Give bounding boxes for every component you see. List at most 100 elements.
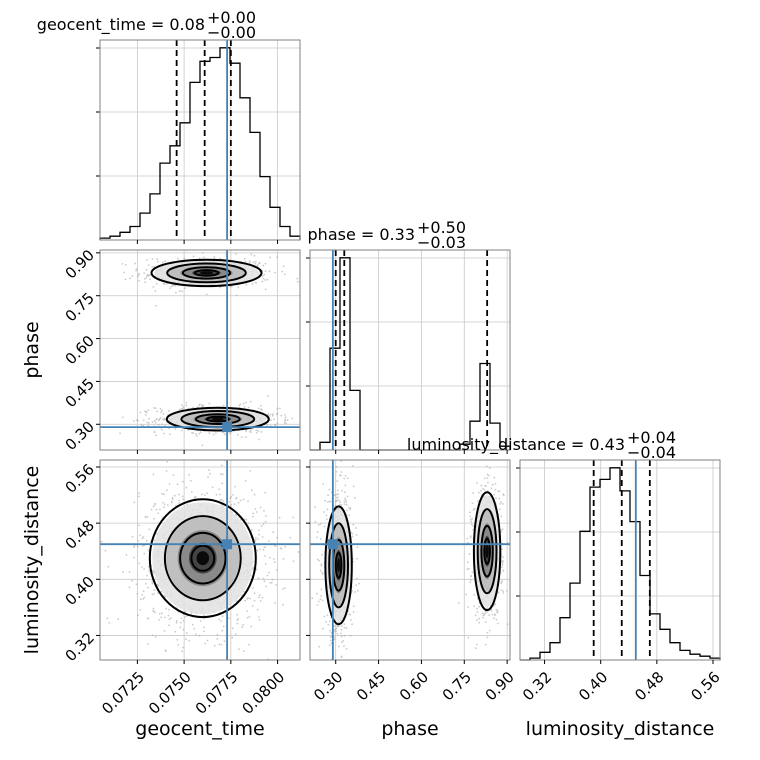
- scatter-point: [245, 519, 248, 521]
- scatter-point: [155, 434, 157, 437]
- scatter-point: [470, 520, 473, 523]
- scatter-point: [203, 494, 206, 496]
- scatter-point: [184, 287, 187, 289]
- scatter-point: [326, 508, 329, 511]
- scatter-point: [163, 595, 166, 597]
- scatter-point: [125, 554, 128, 556]
- scatter-point: [282, 558, 285, 560]
- scatter-point: [336, 633, 339, 635]
- scatter-point: [266, 278, 269, 281]
- scatter-point: [284, 416, 287, 419]
- scatter-point: [261, 596, 264, 599]
- contour-line-0-3: [334, 551, 343, 579]
- scatter-point: [252, 568, 255, 571]
- scatter-point: [246, 610, 249, 612]
- y-axis-title-phase: phase: [21, 321, 43, 378]
- scatter-point: [500, 589, 503, 591]
- scatter-point: [274, 271, 276, 274]
- scatter-point: [122, 571, 125, 573]
- scatter-point: [239, 519, 242, 521]
- scatter-point: [221, 473, 224, 476]
- scatter-point: [151, 570, 154, 572]
- scatter-point: [269, 256, 271, 259]
- scatter-point: [202, 256, 205, 259]
- scatter-point: [352, 465, 354, 467]
- scatter-point: [325, 514, 328, 517]
- scatter-point: [169, 433, 171, 435]
- scatter-point: [193, 497, 196, 500]
- scatter-point: [475, 619, 478, 621]
- scatter-point: [242, 402, 245, 405]
- scatter-point: [345, 673, 347, 675]
- scatter-point: [135, 583, 138, 586]
- scatter-point: [143, 552, 146, 555]
- scatter-point: [468, 553, 471, 555]
- x-axis-title-phase: phase: [381, 718, 438, 740]
- scatter-point: [175, 291, 177, 294]
- scatter-point: [168, 608, 170, 611]
- scatter-point: [221, 629, 224, 632]
- scatter-point: [144, 410, 146, 413]
- scatter-point: [276, 422, 279, 425]
- scatter-point: [292, 560, 295, 563]
- scatter-point: [481, 612, 484, 614]
- scatter-point: [262, 523, 265, 526]
- scatter-point: [207, 476, 210, 478]
- scatter-point: [472, 492, 474, 494]
- scatter-point: [338, 499, 341, 502]
- scatter-point: [137, 614, 139, 617]
- panel-frame: [309, 459, 511, 661]
- scatter-point: [142, 536, 145, 539]
- scatter-point: [230, 495, 233, 498]
- scatter-point: [251, 529, 253, 531]
- scatter-point: [138, 524, 141, 527]
- scatter-point: [150, 508, 153, 511]
- scatter-point: [185, 401, 188, 404]
- scatter-point: [161, 428, 163, 431]
- scatter-point: [255, 432, 258, 434]
- scatter-point: [485, 455, 487, 457]
- scatter-point: [257, 538, 260, 540]
- scatter-point: [151, 421, 154, 423]
- scatter-point: [168, 618, 171, 621]
- scatter-point: [264, 491, 267, 494]
- scatter-point: [141, 545, 144, 547]
- scatter-point: [502, 560, 505, 563]
- scatter-point: [316, 558, 319, 561]
- scatter-point: [121, 263, 124, 265]
- scatter-point: [176, 483, 179, 486]
- scatter-point: [233, 503, 236, 505]
- scatter-point: [349, 507, 352, 509]
- scatter-point: [247, 500, 249, 503]
- scatter-point: [484, 621, 487, 623]
- scatter-point: [213, 644, 216, 647]
- scatter-point: [321, 573, 324, 575]
- scatter-point: [472, 525, 475, 528]
- scatter-point: [272, 413, 274, 416]
- scatter-point: [259, 600, 262, 602]
- scatter-point: [335, 499, 337, 502]
- scatter-point: [163, 503, 166, 506]
- scatter-point: [162, 412, 165, 415]
- scatter-point: [220, 498, 223, 501]
- scatter-point: [236, 619, 239, 622]
- scatter-point: [467, 606, 469, 608]
- scatter-point: [117, 618, 120, 621]
- scatter-point: [237, 501, 240, 504]
- scatter-point: [208, 402, 211, 405]
- histogram-steps: [99, 47, 301, 240]
- scatter-point: [138, 492, 141, 495]
- scatter-point: [483, 661, 485, 663]
- scatter-point: [324, 499, 326, 502]
- scatter-point: [190, 491, 193, 493]
- scatter-point: [495, 618, 498, 621]
- scatter-point: [146, 574, 148, 577]
- scatter-point: [223, 640, 226, 643]
- scatter-point: [276, 536, 279, 539]
- scatter-point: [222, 499, 225, 502]
- scatter-point: [190, 479, 192, 482]
- scatter-point: [251, 283, 254, 285]
- panel-title: luminosity_distance = 0.43: [407, 435, 625, 455]
- scatter-point: [153, 589, 156, 591]
- scatter-point: [147, 424, 150, 427]
